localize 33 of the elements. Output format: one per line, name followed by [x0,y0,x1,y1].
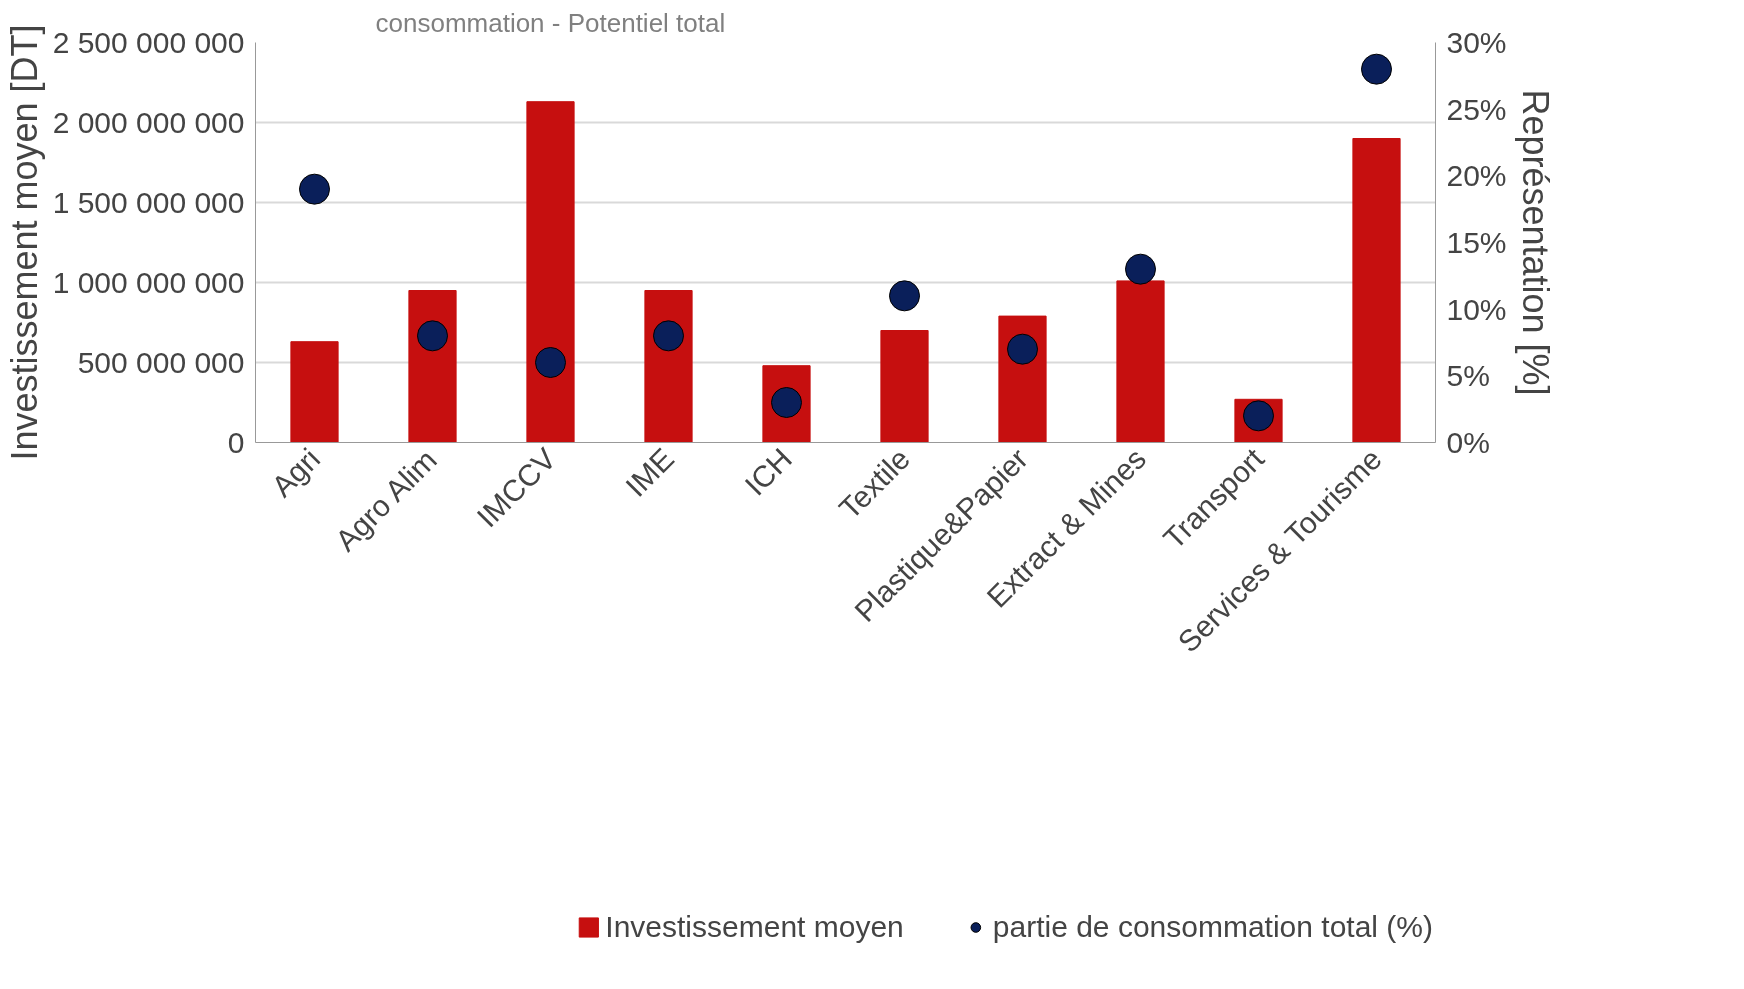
x-tick-label: IME [619,441,681,503]
point [889,280,920,312]
y2-tick-label: 15% [1446,226,1507,259]
y2-tick-label: 0% [1446,426,1490,459]
bar [880,330,929,443]
y-tick-label: 1 000 000 000 [52,266,245,299]
y2-axis-title: Représentation [%] [1514,89,1556,396]
y-tick-label: 0 [227,426,245,459]
point [1125,253,1156,285]
y2-tick-label: 25% [1446,92,1507,126]
y2-tick-label: 20% [1446,159,1507,193]
x-tick-label: ICH [738,441,799,502]
y-tick-label: 1 500 000 000 [52,186,245,219]
bar [1352,138,1401,443]
legend-label: Investissement moyen [605,910,904,944]
y2-tick-label: 10% [1446,292,1507,326]
bar [1116,280,1165,443]
y-tick-label: 2 500 000 000 [52,26,245,59]
legend-label: partie de consommation total (%) [992,910,1433,944]
bar [290,341,339,443]
y2-tick-label: 30% [1446,26,1507,59]
point [299,173,330,205]
point [1007,333,1038,365]
y-axis-title: Investissement moyen [DT] [3,24,45,461]
text: consommation - Potentiel total [375,7,726,38]
bar [526,101,575,443]
point [653,320,684,352]
point [1361,53,1392,85]
y-tick-label: 2 000 000 000 [52,106,245,139]
y-tick-label: 500 000 000 [77,346,245,379]
point [417,320,448,352]
point [535,347,566,378]
y2-tick-label: 5% [1446,359,1490,393]
